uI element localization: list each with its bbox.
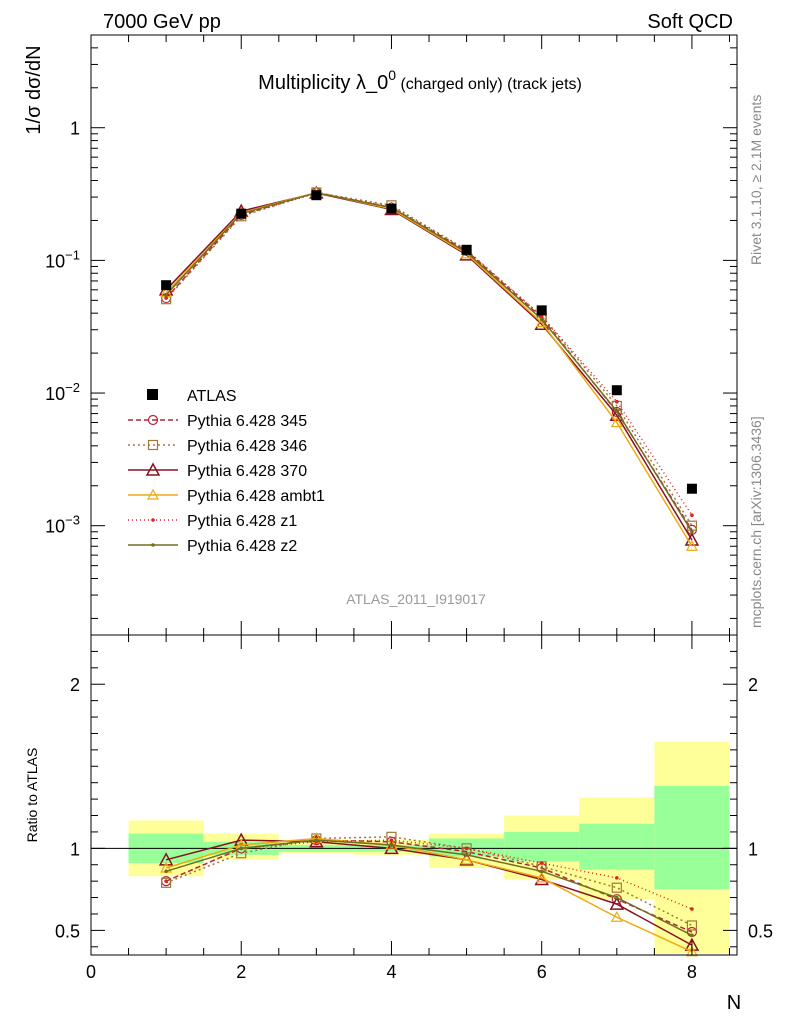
ratio-y-tick-label-2: 2 [70, 675, 80, 695]
ratio-series-5-point-3 [389, 843, 394, 847]
legend-label-4: Pythia 6.428 z1 [187, 513, 297, 530]
series-4-point-7 [690, 513, 694, 517]
mcplots-label: mcplots.cern.ch [arXiv:1306.3436] [748, 416, 764, 628]
ratio-band-inner-7 [654, 785, 730, 890]
ratio-series-3-point-4 [460, 853, 473, 865]
ratio-series-4-point-7 [690, 907, 694, 911]
main-y-tick-label-3: 1 [70, 119, 80, 139]
series-5-point-6 [615, 409, 619, 413]
ratio-y-axis-label: Ratio to ATLAS [24, 748, 40, 843]
x-axis-label: N [727, 992, 741, 1014]
ratio-series-2-point-6 [609, 896, 625, 910]
ratio-series-3-point-5 [535, 871, 548, 883]
legend-marker-3 [146, 488, 160, 500]
ratio-panel: 0 2 4 6 8 0.5 0.5 1 1 2 2 Ratio to ATLAS N [24, 634, 773, 1014]
ratio-series-4-point-4 [464, 846, 469, 851]
legend-label-2: Pythia 6.428 370 [187, 463, 307, 480]
ratio-x-tick-label-3: 6 [537, 962, 547, 982]
series-3-point-6 [610, 416, 623, 428]
legend-atlas-marker [147, 389, 158, 400]
ratio-series-1-point-7 [686, 920, 698, 931]
ratio-x-tick-label-2: 4 [386, 962, 396, 982]
ratio-series-line-2 [165, 839, 693, 946]
series-5-point-7 [690, 529, 694, 534]
ratio-series-4-point-0 [164, 879, 168, 883]
ratio-band-inner-5 [504, 831, 580, 862]
main-y-tick-label-2: 10−1 [45, 247, 80, 271]
ratio-plot-content [91, 741, 737, 957]
series-line-5 [165, 192, 693, 533]
analysis-label: ATLAS_2011_I919017 [346, 591, 486, 607]
atlas-data-point-5 [536, 305, 547, 316]
ratio-series-4-point-3 [389, 838, 394, 842]
ratio-series-5-point-4 [464, 853, 469, 857]
ratio-series-5-point-5 [539, 869, 544, 874]
legend-marker-4 [151, 518, 155, 522]
ratio-series-5-point-2 [314, 838, 319, 842]
ratio-series-line-3 [165, 837, 693, 953]
ratio-series-3-point-7 [685, 945, 698, 957]
legend-label-0: Pythia 6.428 345 [187, 413, 307, 430]
atlas-data-point-0 [161, 280, 172, 291]
atlas-data-point-3 [386, 203, 397, 214]
legend-label-1: Pythia 6.428 346 [187, 438, 307, 455]
ratio-y-tick-label-0: 0.5 [55, 921, 80, 941]
atlas-data-point-7 [686, 483, 697, 494]
atlas-data-point-4 [461, 244, 472, 255]
legend-label-5: Pythia 6.428 z2 [187, 538, 297, 555]
series-4-point-6 [615, 399, 619, 404]
series-5-point-5 [539, 317, 544, 322]
ratio-series-line-1 [165, 836, 693, 927]
atlas-data-point-2 [311, 190, 322, 201]
ratio-series-4-point-6 [615, 876, 619, 880]
ratio-y-tick-label-right-0: 0.5 [748, 921, 773, 941]
main-y-tick-label-0: 10−3 [45, 513, 80, 537]
series-3-point-7 [685, 540, 698, 551]
ratio-series-1-point-0 [161, 877, 172, 888]
ratio-y-tick-label-right-1: 1 [748, 839, 758, 859]
legend-marker-1 [147, 439, 159, 451]
ratio-series-5-point-6 [615, 895, 619, 900]
ratio-x-tick-label-4: 8 [687, 962, 697, 982]
legend-marker-2 [145, 462, 161, 476]
main-chart-title: Multiplicity λ_00 (charged only) (track … [258, 67, 582, 94]
main-plot-content [158, 185, 700, 551]
ratio-plot-frame [90, 634, 738, 956]
legend-marker-0 [147, 414, 159, 426]
main-panel: 10−3 10−2 10−1 1 1/σ dσ/dN Multiplicity λ_0… [23, 34, 738, 636]
ratio-y-tick-label-1: 1 [70, 839, 80, 859]
ratio-series-2-point-0 [158, 852, 174, 866]
atlas-data-point-6 [611, 385, 622, 396]
ratio-series-5-point-0 [164, 869, 168, 874]
ratio-series-2-point-3 [384, 840, 399, 855]
legend: ATLAS Pythia 6.428 345 Pythia 6.428 346 Pyt… [128, 388, 325, 555]
series-5-point-0 [164, 293, 168, 297]
ratio-series-1-point-6 [611, 882, 622, 893]
main-y-axis-label: 1/σ dσ/dN [23, 45, 45, 134]
main-y-tick-label-1: 10−2 [45, 380, 80, 404]
series-line-1 [165, 191, 693, 527]
rivet-version-label: Rivet 3.1.10, ≥ 2.1M events [748, 95, 764, 265]
ratio-band-inner-6 [579, 823, 655, 870]
ratio-series-5-point-7 [690, 933, 694, 938]
ratio-x-tick-label-1: 2 [236, 962, 246, 982]
ratio-axis-ticks: 0 2 4 6 8 0.5 0.5 1 1 2 2 [55, 635, 773, 982]
series-4-point-0 [164, 296, 168, 300]
ratio-series-3-point-6 [610, 911, 623, 922]
series-line-4 [165, 192, 693, 516]
ratio-y-tick-label-right-2: 2 [748, 675, 758, 695]
legend-label-3: Pythia 6.428 ambt1 [187, 488, 325, 505]
ratio-series-5-point-1 [239, 846, 244, 851]
ratio-series-line-5 [165, 839, 693, 936]
main-axis-ticks: 10−3 10−2 10−1 1 [45, 34, 737, 635]
atlas-data-point-1 [236, 208, 247, 219]
process-label: Soft QCD [647, 11, 733, 33]
ratio-series-line-4 [165, 839, 693, 910]
energy-label: 7000 GeV pp [103, 11, 221, 33]
ratio-series-4-point-5 [539, 861, 544, 865]
ratio-x-tick-label-0: 0 [86, 962, 96, 982]
legend-atlas-label: ATLAS [187, 388, 237, 405]
legend-marker-5 [151, 543, 155, 547]
